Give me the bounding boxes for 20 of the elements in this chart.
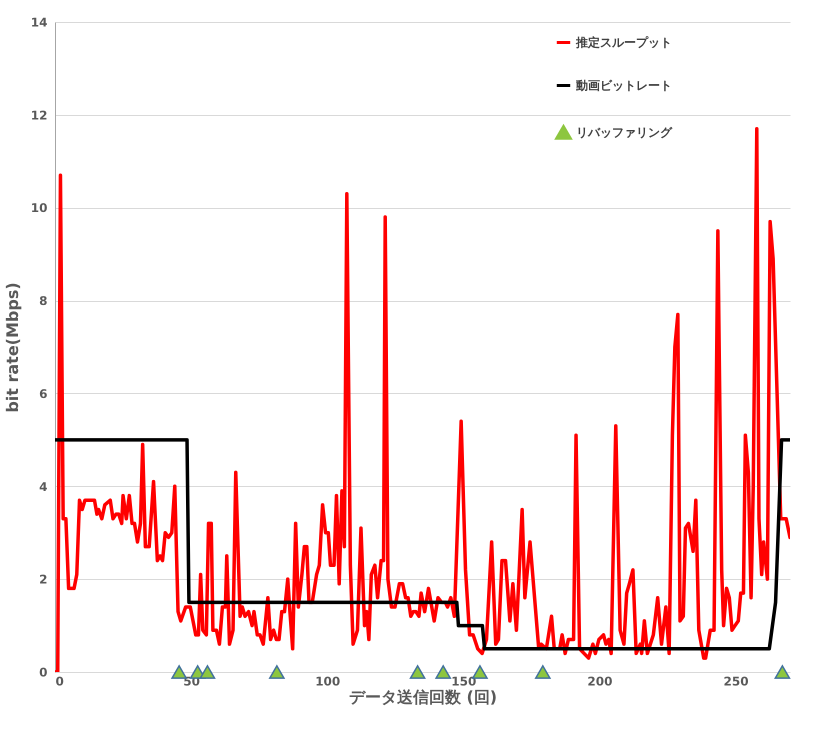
y-tick-label: 4 — [39, 480, 48, 494]
y-tick-label: 2 — [39, 572, 48, 587]
x-tick-label: 150 — [451, 674, 476, 688]
legend-label: 推定スループット — [575, 36, 672, 50]
y-tick-label: 10 — [30, 201, 48, 216]
y-tick-label: 14 — [30, 16, 48, 30]
y-axis-title: bit rate(Mbps) — [2, 282, 22, 413]
x-tick-label: 100 — [315, 674, 340, 688]
x-tick-label: 250 — [724, 674, 749, 688]
legend-label: 動画ビットレート — [575, 78, 672, 92]
y-tick-label: 6 — [39, 386, 48, 401]
x-axis-title: データ送信回数 (回) — [348, 688, 498, 706]
legend-label: リバッファリング — [576, 126, 673, 140]
y-tick-label: 8 — [39, 294, 48, 308]
y-tick-label: 12 — [30, 108, 48, 122]
x-tick-label: 0 — [56, 674, 64, 688]
line-series — [55, 127, 790, 672]
line-series — [55, 438, 790, 651]
x-tick-label: 200 — [587, 674, 612, 688]
y-tick-label: 0 — [39, 666, 48, 680]
